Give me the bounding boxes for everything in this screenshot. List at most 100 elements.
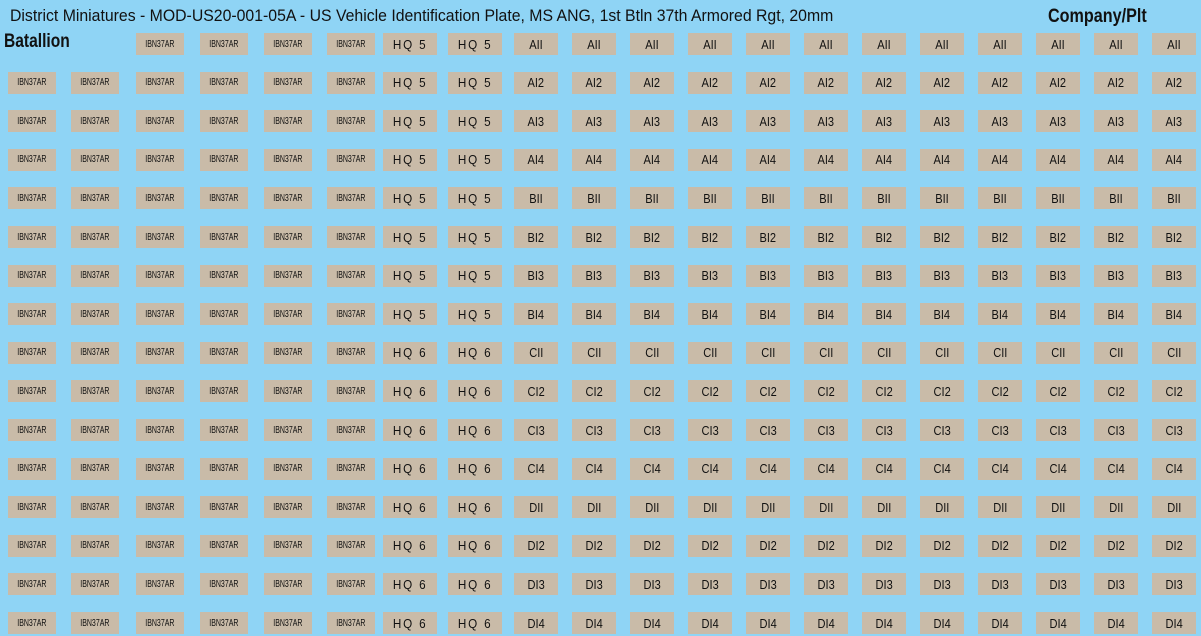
battalion-plate: IBN37AR: [136, 380, 184, 403]
plate-text: HQ 6: [457, 499, 493, 515]
plate-text: HQ 5: [457, 306, 493, 322]
plate-text: CI2: [933, 383, 951, 399]
plate-text: CI4: [817, 461, 835, 477]
hq-plate: HQ 6: [383, 534, 437, 557]
plate-text: HQ 6: [457, 383, 493, 399]
plate-text: IBN37AR: [145, 540, 175, 552]
plate-text: IBN37AR: [80, 115, 110, 127]
plate-text: DI2: [759, 538, 777, 554]
hq-plate: HQ 5: [383, 148, 437, 171]
plate-text: IBN37AR: [209, 424, 239, 436]
battalion-plate: IBN37AR: [327, 534, 375, 557]
plate-text: AI4: [701, 152, 719, 168]
company-plate: CII: [746, 341, 790, 364]
battalion-plate: IBN37AR: [136, 303, 184, 326]
battalion-plate: IBN37AR: [200, 187, 248, 210]
battalion-plate: IBN37AR: [136, 71, 184, 94]
plate-text: IBN37AR: [336, 38, 366, 50]
plate-text: DII: [586, 499, 602, 515]
battalion-plate: IBN37AR: [71, 71, 119, 94]
company-plate: AI3: [862, 110, 906, 133]
plate-text: CI4: [585, 461, 603, 477]
battalion-plate: IBN37AR: [327, 419, 375, 441]
company-plate: DI4: [572, 612, 616, 634]
company-plate: BI2: [1152, 226, 1196, 248]
hq-plate: HQ 5: [383, 264, 437, 287]
plate-text: BI4: [1107, 306, 1125, 322]
plate-text: CI3: [701, 422, 719, 438]
plate-text: CI3: [1107, 422, 1125, 438]
plate-text: IBN37AR: [273, 501, 303, 513]
plate-text: DI2: [1107, 538, 1125, 554]
company-plate: DI2: [688, 534, 732, 557]
battalion-plate: IBN37AR: [8, 612, 56, 634]
plate-text: AI2: [1107, 75, 1125, 91]
plate-text: HQ 5: [392, 152, 428, 168]
plate-text: AI3: [875, 113, 893, 129]
plate-text: DI4: [875, 615, 893, 631]
company-plate: DII: [572, 496, 616, 519]
plate-text: IBN37AR: [273, 385, 303, 397]
plate-text: IBN37AR: [273, 308, 303, 320]
plate-text: IBN37AR: [209, 308, 239, 320]
company-plate: CI4: [572, 457, 616, 480]
plate-text: HQ 5: [457, 75, 493, 91]
plate-text: AII: [761, 36, 775, 52]
company-plate: BI4: [920, 303, 964, 326]
plate-text: HQ 6: [392, 499, 428, 515]
company-plate: CI2: [746, 380, 790, 403]
plate-text: CI3: [585, 422, 603, 438]
plate-text: AI3: [701, 113, 719, 129]
company-plate: CII: [514, 341, 558, 364]
plate-text: BII: [703, 190, 717, 206]
battalion-plate: IBN37AR: [264, 612, 312, 634]
plate-text: AI4: [1107, 152, 1125, 168]
plate-text: BII: [1109, 190, 1123, 206]
plate-text: CI3: [643, 422, 661, 438]
hq-plate: HQ 5: [448, 148, 502, 171]
company-plate: CI2: [920, 380, 964, 403]
plate-text: HQ 5: [457, 113, 493, 129]
plate-text: IBN37AR: [209, 347, 239, 359]
company-plate: BII: [862, 187, 906, 210]
plate-text: IBN37AR: [145, 578, 175, 590]
company-plate: AI3: [514, 110, 558, 133]
battalion-plate: IBN37AR: [71, 341, 119, 364]
plate-text: CI3: [875, 422, 893, 438]
company-plate: BI4: [746, 303, 790, 326]
company-plate: AI4: [572, 148, 616, 171]
plate-text: AI2: [933, 75, 951, 91]
battalion-plate: IBN37AR: [200, 534, 248, 557]
plate-text: IBN37AR: [17, 154, 47, 166]
battalion-plate: IBN37AR: [264, 573, 312, 596]
plate-text: CII: [876, 345, 892, 361]
company-plate: CI2: [688, 380, 732, 403]
plate-text: AI2: [875, 75, 893, 91]
plate-text: DII: [1050, 499, 1066, 515]
company-label: Company/Plt: [1048, 6, 1147, 27]
plate-text: DII: [528, 499, 544, 515]
company-plate: AI3: [1036, 110, 1080, 133]
plate-text: AI3: [527, 113, 545, 129]
plate-text: IBN37AR: [273, 270, 303, 282]
plate-text: IBN37AR: [336, 115, 366, 127]
company-plate: DII: [688, 496, 732, 519]
plate-text: IBN37AR: [336, 540, 366, 552]
company-plate: BI3: [630, 264, 674, 287]
hq-plate: HQ 6: [448, 612, 502, 634]
plate-text: IBN37AR: [273, 347, 303, 359]
company-plate: DI2: [1036, 534, 1080, 557]
battalion-plate: IBN37AR: [71, 380, 119, 403]
company-plate: DI2: [630, 534, 674, 557]
plate-text: IBN37AR: [336, 424, 366, 436]
plate-text: DI2: [1049, 538, 1067, 554]
battalion-plate: IBN37AR: [8, 457, 56, 480]
company-plate: DI4: [514, 612, 558, 634]
plate-text: DI2: [1165, 538, 1183, 554]
company-plate: DI3: [920, 573, 964, 596]
battalion-plate: IBN37AR: [264, 534, 312, 557]
company-plate: AI2: [572, 71, 616, 94]
battalion-plate: IBN37AR: [327, 380, 375, 403]
company-plate: DI2: [862, 534, 906, 557]
